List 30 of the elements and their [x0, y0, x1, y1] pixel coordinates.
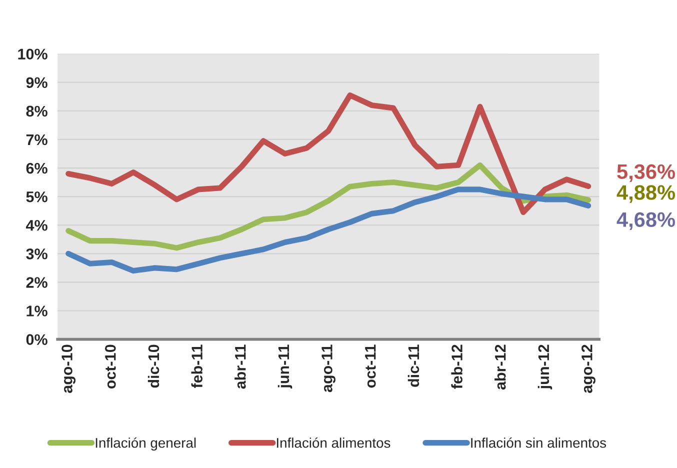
- x-tick-label: dic-11: [408, 344, 420, 387]
- legend-label: Inflación general: [96, 437, 196, 451]
- y-tick-label: 7%: [26, 134, 48, 146]
- y-tick-label: 3%: [26, 248, 48, 260]
- x-tick-label: feb-11: [191, 344, 202, 388]
- legend-label: Inflación sin alimentos: [471, 437, 606, 448]
- x-tick-label: jun-11: [278, 344, 292, 389]
- y-tick-label: 1%: [26, 306, 48, 316]
- x-tick-label: feb-12: [451, 344, 462, 389]
- annotation: 4,68%: [616, 212, 675, 230]
- annotation: 5,36%: [617, 164, 675, 182]
- x-tick-label: ago-11: [322, 344, 336, 392]
- legend-label: Inflación alimentos: [276, 437, 390, 448]
- y-tick-label: 8%: [26, 106, 48, 117]
- x-tick-label: oct-11: [365, 344, 376, 388]
- x-tick-label: jun-12: [538, 344, 552, 390]
- x-tick-label: oct-10: [104, 344, 116, 389]
- x-tick-label: abr-11: [234, 344, 246, 389]
- y-tick-label: 5%: [26, 191, 48, 202]
- annotation: 4,88%: [616, 185, 675, 203]
- x-tick-label: abr-12: [494, 344, 506, 390]
- y-tick-label: 4%: [26, 220, 48, 231]
- y-tick-label: 10%: [18, 48, 48, 60]
- y-tick-label: 6%: [26, 162, 48, 174]
- x-tick-label: dic-10: [148, 344, 160, 388]
- x-tick-label: ago-12: [582, 344, 596, 393]
- y-tick-label: 2%: [26, 277, 48, 288]
- y-tick-label: 9%: [26, 77, 48, 88]
- y-tick-label: 0%: [26, 334, 48, 345]
- x-tick-label: ago-10: [62, 344, 76, 393]
